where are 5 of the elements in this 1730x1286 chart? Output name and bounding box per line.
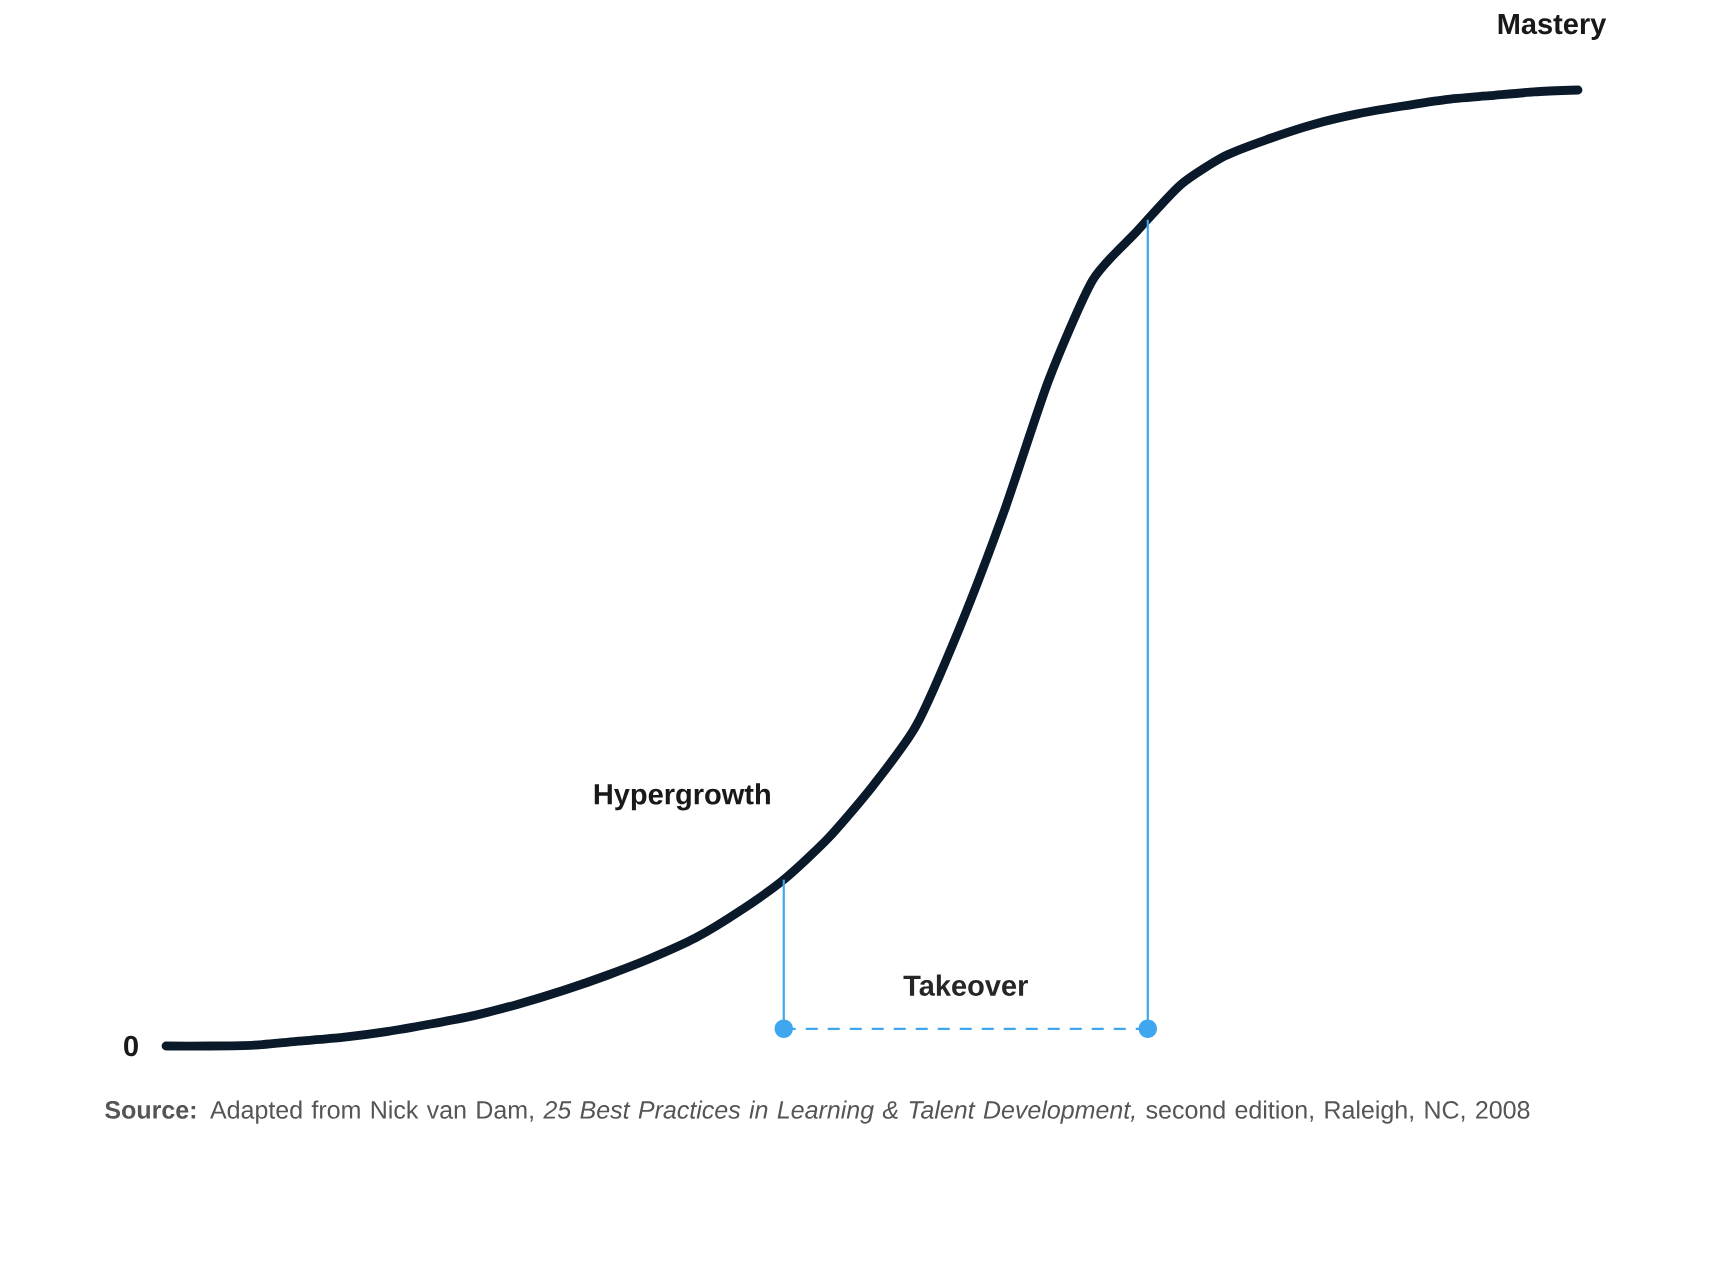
annotation: Takeover — [903, 974, 1028, 996]
annotation: Hypergrowth — [594, 783, 770, 811]
text: 0 — [124, 1035, 138, 1057]
text: Source: Adapted from Nick van Dam, 25 Best Practices in Learning & Talent Development, second edition, Raleigh, NC, 2008 — [105, 1100, 1530, 1124]
text: Mastery — [1498, 13, 1607, 40]
